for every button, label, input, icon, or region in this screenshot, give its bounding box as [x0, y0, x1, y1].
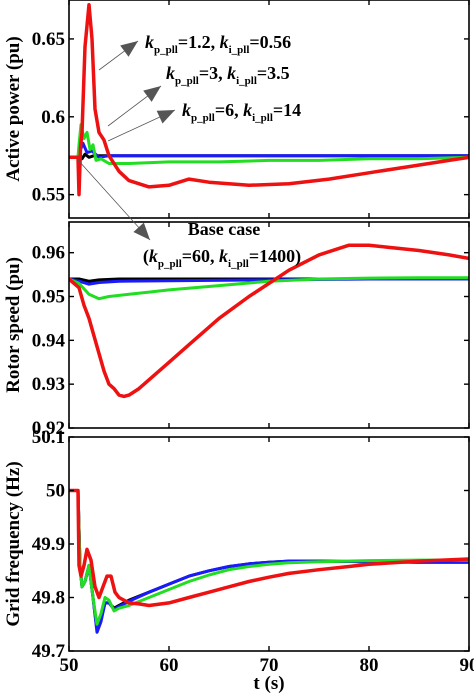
series-group-top — [69, 2, 469, 197]
y-tick-label: 0.6 — [41, 107, 65, 128]
y-tick-label: 50 — [46, 481, 65, 502]
y-tick-label: 0.92 — [32, 418, 65, 439]
y-axis-label-top: Active power (pu) — [3, 36, 24, 181]
series-line-middle-kp-pll-3-ki-pll-3-5 — [69, 276, 469, 301]
annotation-base-case-params: (kp_pll=60, ki_pll=1400) — [143, 246, 301, 270]
y-axis-label-middle: Rotor speed (pu) — [3, 257, 24, 393]
y-tick-label: 49.7 — [32, 641, 66, 662]
y-tick-label: 0.96 — [32, 243, 65, 264]
y-axis-label-bottom: Grid frequency (Hz) — [3, 461, 24, 626]
annotation-arrow-kp6 — [107, 109, 176, 142]
series-line-top-kp-pll-6-ki-pll-14 — [69, 141, 469, 159]
x-tick-label: 80 — [360, 655, 379, 676]
annotation-base-case: Base case — [188, 219, 260, 239]
axes-frame-bottom — [68, 436, 470, 652]
series-line-bottom-kp-pll-3-ki-pll-3-5 — [69, 489, 469, 626]
y-tick-label: 49.8 — [32, 588, 65, 609]
x-axis-label: t (s) — [253, 673, 284, 694]
panel-bottom: 49.7 49.8 49.9 50 50.1 50 60 70 80 90 Grid frequen… — [3, 427, 474, 694]
y-tick-label: 0.55 — [32, 185, 65, 206]
series-line-bottom-kp-pll-1-2-ki-pll-0-56 — [69, 488, 469, 608]
y-tick-label: 49.9 — [32, 534, 65, 555]
annotation-kp1-2: kp_pll=1.2, ki_pll=0.56 — [145, 32, 291, 56]
series-line-top-kp-pll-3-ki-pll-3-5 — [69, 123, 469, 165]
y-tick-label: 0.95 — [32, 287, 65, 308]
panel-top: 0.55 0.6 0.65 Active power (pu) — [3, 0, 470, 219]
x-tick-label: 70 — [260, 655, 279, 676]
annotation-kp6: kp_pll=6, ki_pll=14 — [182, 100, 301, 124]
y-tick-label: 0.94 — [32, 330, 66, 351]
x-tick-label: 50 — [60, 655, 79, 676]
y-tick-label: 0.65 — [32, 29, 65, 50]
series-line-middle-kp-pll-1-2-ki-pll-0-56 — [69, 243, 469, 399]
y-tick-label: 0.93 — [32, 374, 65, 395]
y-tick-label: 50.1 — [32, 427, 65, 448]
x-tick-label: 60 — [160, 655, 179, 676]
x-tick-label: 90 — [460, 655, 474, 676]
series-line-top-kp-pll-1-2-ki-pll-0-56 — [69, 2, 469, 197]
annotation-arrow-base-case — [77, 159, 151, 241]
annotation-arrow-kp1-2 — [98, 40, 139, 71]
panel-middle: 0.92 0.93 0.94 0.95 0.96 Rotor speed (pu) — [3, 221, 470, 439]
annotation-arrow-kp3 — [107, 85, 162, 127]
series-group-bottom — [69, 488, 469, 634]
annotation-kp3: kp_pll=3, ki_pll=3.5 — [166, 63, 290, 87]
series-group-middle — [69, 243, 469, 399]
